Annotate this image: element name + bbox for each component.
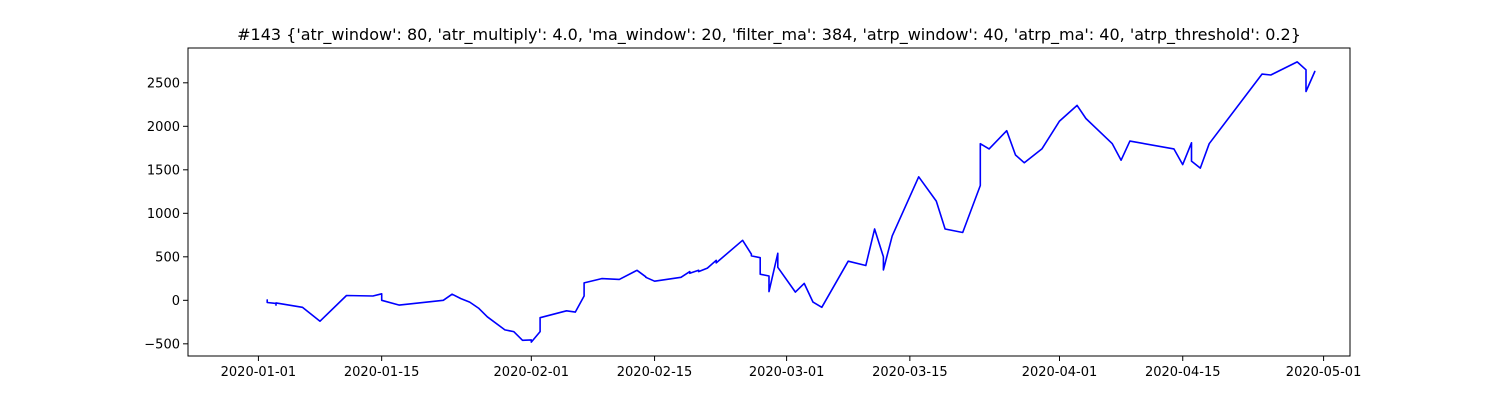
x-tick-label: 2020-03-15 xyxy=(872,365,948,380)
y-axis: −500 0 500 1000 1500 2000 2500 xyxy=(144,76,188,352)
chart-title: #143 {'atr_window': 80, 'atr_multiply': … xyxy=(237,25,1301,45)
x-tick-label: 2020-05-01 xyxy=(1286,365,1362,380)
x-tick-label: 2020-03-01 xyxy=(749,365,825,380)
series-layer xyxy=(266,61,1316,343)
x-tick-label: 2020-04-15 xyxy=(1145,365,1221,380)
series-line-0 xyxy=(266,61,1316,343)
y-tick-label: 0 xyxy=(172,294,180,309)
y-tick-label: 1500 xyxy=(147,163,180,178)
y-tick-label: 500 xyxy=(155,250,180,265)
x-tick-label: 2020-02-01 xyxy=(494,365,570,380)
x-tick-label: 2020-04-01 xyxy=(1022,365,1098,380)
y-tick-label: 1000 xyxy=(147,207,180,222)
plot-area xyxy=(187,47,1351,357)
x-tick-label: 2020-02-15 xyxy=(617,365,693,380)
y-tick-label: 2000 xyxy=(147,120,180,135)
y-tick-label: 2500 xyxy=(147,76,180,91)
x-tick-label: 2020-01-15 xyxy=(344,365,420,380)
x-axis: 2020-01-01 2020-01-15 2020-02-01 2020-02-15… xyxy=(221,356,1362,380)
x-tick-label: 2020-01-01 xyxy=(221,365,297,380)
y-tick-label: −500 xyxy=(144,337,180,352)
